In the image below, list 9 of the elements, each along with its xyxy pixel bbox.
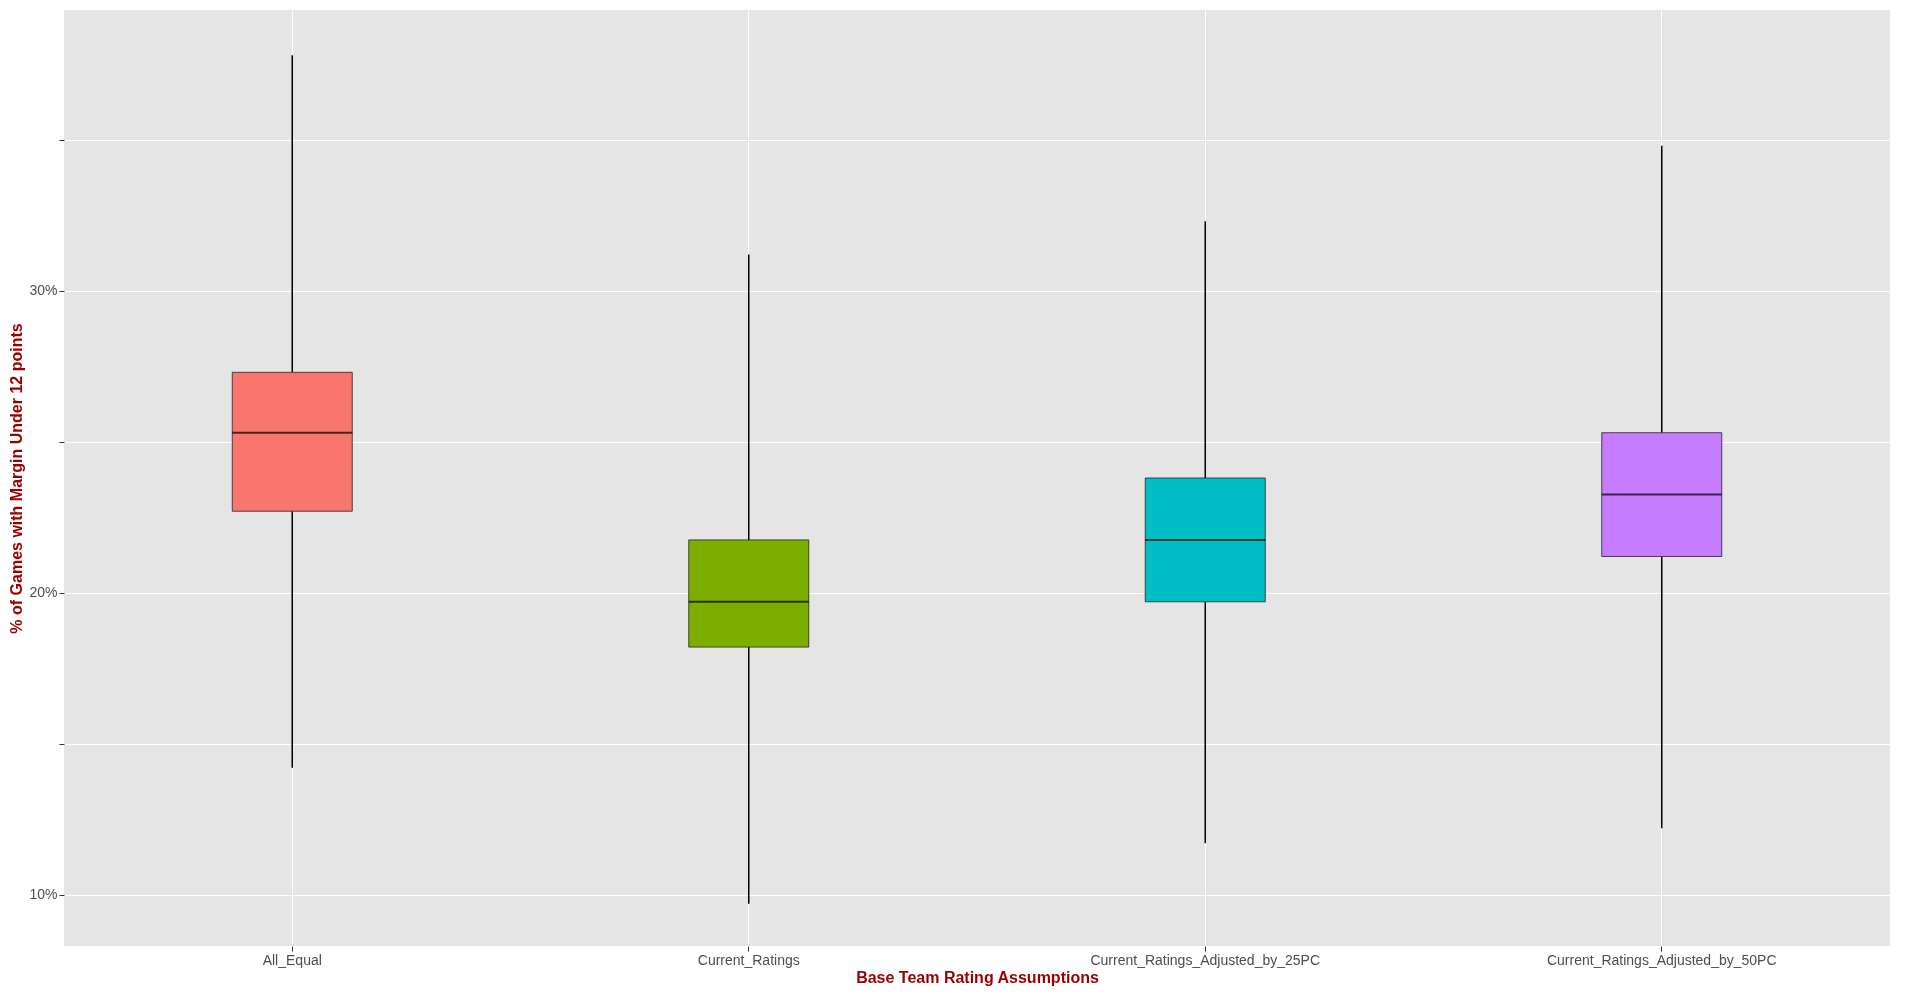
x-tick-label: Current_Ratings_Adjusted_by_25PC	[1090, 951, 1321, 968]
x-tick-label: All_Equal	[262, 951, 322, 968]
y-tick-label: 10%	[29, 886, 58, 903]
y-tick-label: 20%	[29, 584, 58, 601]
x-axis-title: Base Team Rating Assumptions	[856, 968, 1099, 986]
y-axis-title: % of Games with Margin Under 12 points	[8, 323, 26, 634]
x-tick-label: Current_Ratings	[697, 951, 800, 968]
x-tick-label: Current_Ratings_Adjusted_by_50PC	[1546, 951, 1777, 968]
y-tick-label: 30%	[29, 282, 58, 299]
